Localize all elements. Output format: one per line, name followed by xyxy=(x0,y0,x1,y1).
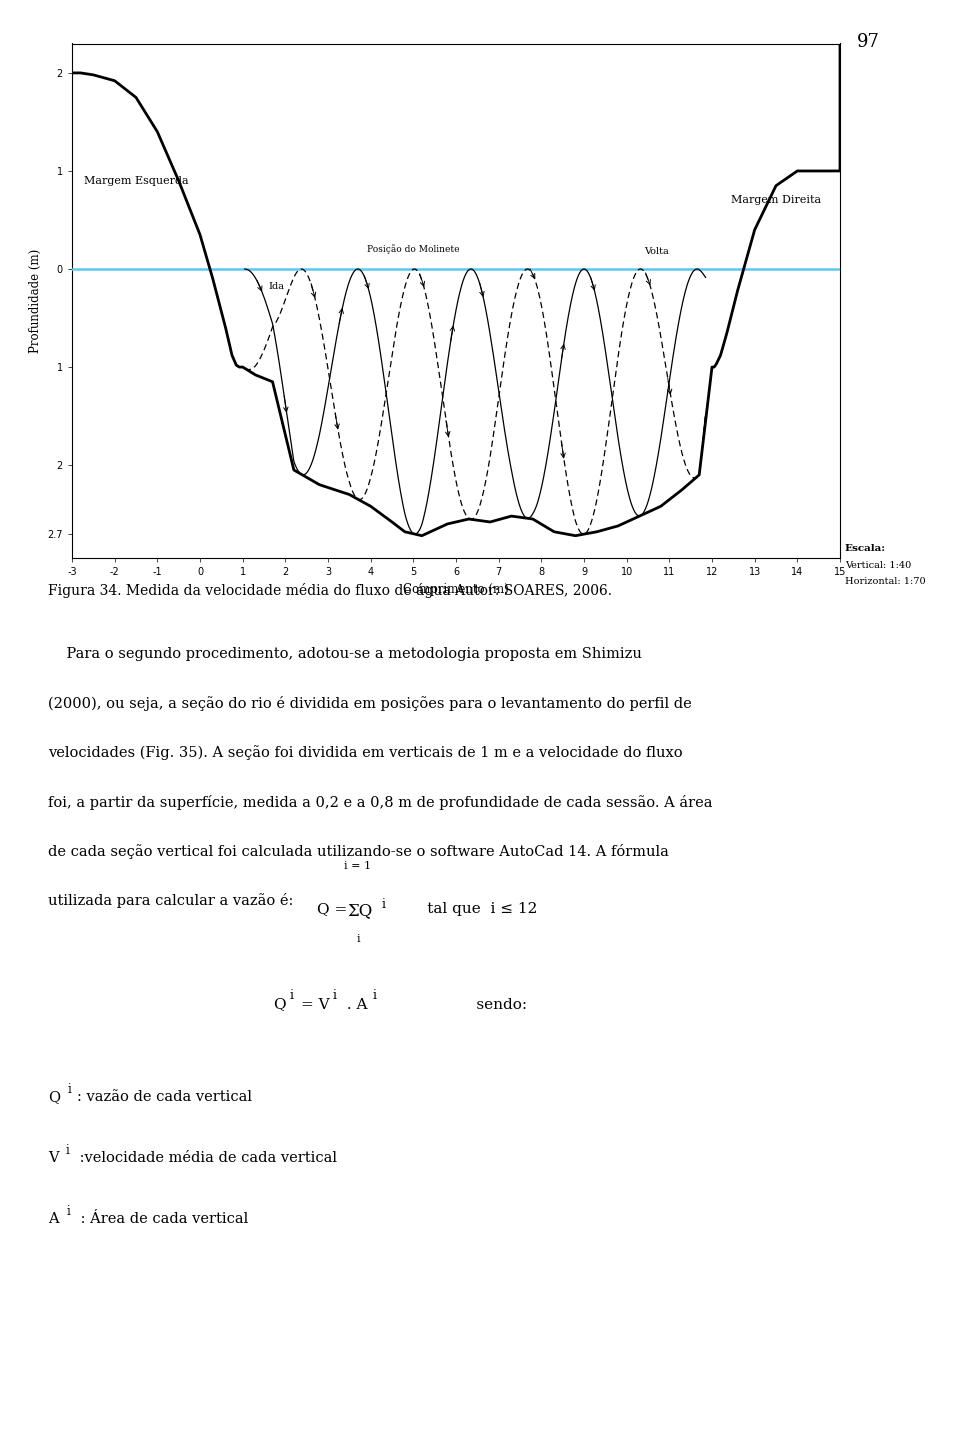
Text: de cada seção vertical foi calculada utilizando-se o software AutoCad 14. A fórm: de cada seção vertical foi calculada uti… xyxy=(48,844,669,858)
Text: utilizada para calcular a vazão é:: utilizada para calcular a vazão é: xyxy=(48,893,294,908)
Text: i: i xyxy=(66,1205,70,1218)
Text: Q: Q xyxy=(48,1090,60,1105)
Text: Volta: Volta xyxy=(644,247,668,255)
Text: velocidades (Fig. 35). A seção foi dividida em verticais de 1 m e a velocidade d: velocidades (Fig. 35). A seção foi divid… xyxy=(48,745,683,760)
Text: i = 1: i = 1 xyxy=(344,861,371,871)
Text: i: i xyxy=(332,989,336,1002)
Text: Margem Esquerda: Margem Esquerda xyxy=(84,175,188,186)
Text: foi, a partir da superfície, medida a 0,2 e a 0,8 m de profundidade de cada sess: foi, a partir da superfície, medida a 0,… xyxy=(48,795,712,809)
Text: 97: 97 xyxy=(857,33,880,51)
Text: sendo:: sendo: xyxy=(413,998,527,1012)
Text: = V: = V xyxy=(301,998,330,1012)
Text: A: A xyxy=(48,1212,59,1227)
Text: i: i xyxy=(65,1144,69,1157)
X-axis label: Comprimento (m): Comprimento (m) xyxy=(403,583,509,596)
Text: : Área de cada vertical: : Área de cada vertical xyxy=(76,1212,248,1227)
Text: V: V xyxy=(48,1151,59,1166)
Text: i: i xyxy=(290,989,294,1002)
Text: i: i xyxy=(67,1083,71,1096)
Text: Escala:: Escala: xyxy=(845,544,886,552)
Text: (2000), ou seja, a seção do rio é dividida em posições para o levantamento do pe: (2000), ou seja, a seção do rio é dividi… xyxy=(48,696,692,710)
Text: ΣQ: ΣQ xyxy=(348,902,372,919)
Text: Q =: Q = xyxy=(317,902,352,916)
Y-axis label: Profundidade (m): Profundidade (m) xyxy=(29,249,42,352)
Text: Vertical: 1:40: Vertical: 1:40 xyxy=(845,561,911,570)
Text: Para o segundo procedimento, adotou-se a metodologia proposta em Shimizu: Para o segundo procedimento, adotou-se a… xyxy=(48,647,642,661)
Text: Q: Q xyxy=(274,998,286,1012)
Text: Horizontal: 1:70: Horizontal: 1:70 xyxy=(845,577,925,586)
Text: i: i xyxy=(381,898,385,911)
Text: i: i xyxy=(372,989,376,1002)
Text: Margem Direita: Margem Direita xyxy=(731,196,821,206)
Text: : vazão de cada vertical: : vazão de cada vertical xyxy=(77,1090,252,1105)
Text: tal que  i ≤ 12: tal que i ≤ 12 xyxy=(398,902,538,916)
Text: i: i xyxy=(356,934,360,944)
Text: Posição do Molinete: Posição do Molinete xyxy=(367,245,460,254)
Text: . A: . A xyxy=(342,998,368,1012)
Text: Figura 34. Medida da velocidade média do fluxo de água Autor: SOARES, 2006.: Figura 34. Medida da velocidade média do… xyxy=(48,583,612,597)
Text: :velocidade média de cada vertical: :velocidade média de cada vertical xyxy=(75,1151,337,1166)
Text: Ida: Ida xyxy=(268,283,284,291)
